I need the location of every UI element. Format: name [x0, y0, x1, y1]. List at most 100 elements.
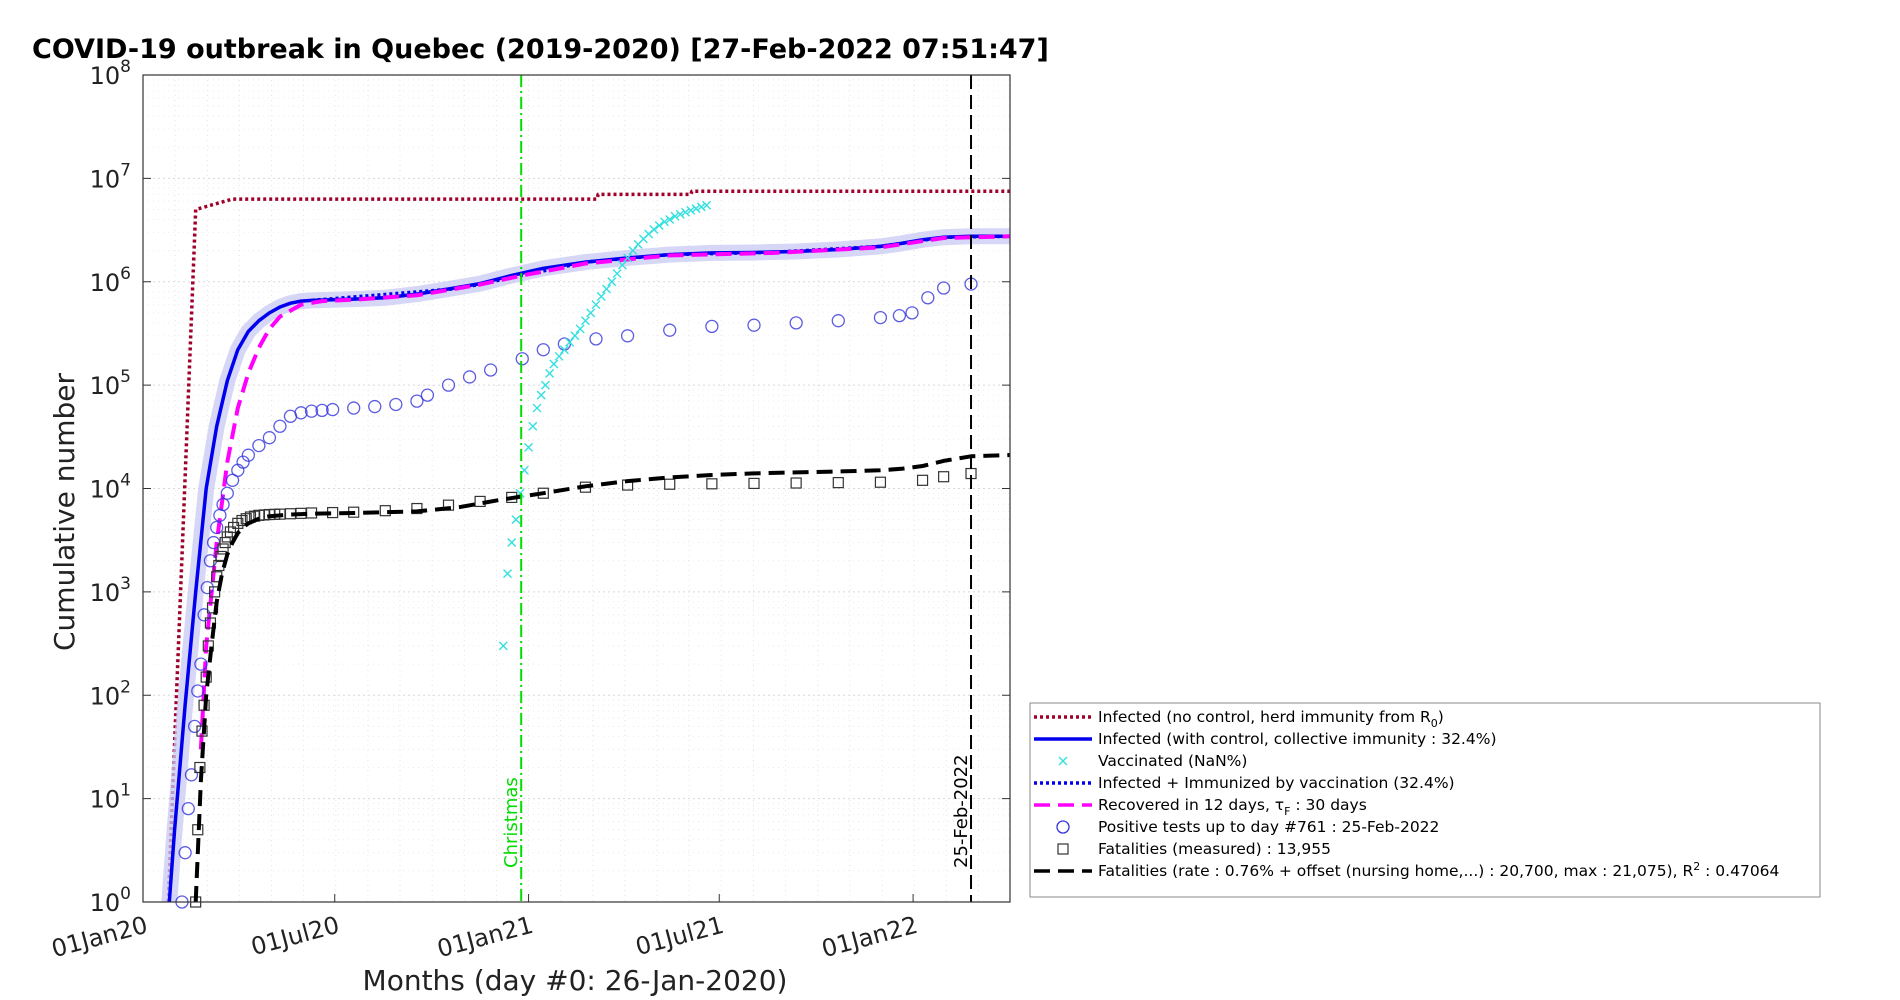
- marker-positive: [620, 329, 635, 343]
- marker-vaccinated: [532, 403, 542, 413]
- marker-vaccinated: [665, 215, 675, 225]
- plot-area: [143, 75, 1010, 902]
- marker-vaccinated: [675, 209, 685, 219]
- series-no_control: [166, 189, 1010, 903]
- marker-positive: [410, 394, 424, 408]
- marker-vaccinated: [607, 277, 617, 287]
- marker-positive: [315, 403, 329, 418]
- marker-positive: [831, 314, 845, 328]
- marker-vaccinated: [507, 538, 517, 548]
- marker-positive: [210, 520, 224, 535]
- marker-fatal_measured: [219, 536, 231, 549]
- marker-vaccinated: [511, 515, 521, 525]
- marker-vaccinated: [540, 380, 550, 390]
- marker-positive: [347, 401, 361, 415]
- annotation-label-0: Christmas: [501, 777, 522, 868]
- marker-positive: [905, 306, 919, 320]
- marker-positive: [216, 497, 230, 512]
- y-tick-label: 103: [90, 574, 131, 607]
- marker-vaccinated: [586, 308, 596, 318]
- marker-positive: [441, 378, 456, 392]
- legend-swatch-positive: [1056, 820, 1070, 834]
- legend-label-no_control: Infected (no control, herd immunity from…: [1098, 708, 1444, 730]
- marker-positive: [873, 310, 888, 325]
- marker-vaccinated: [702, 200, 712, 210]
- marker-fatal_measured: [236, 514, 248, 527]
- marker-vaccinated: [549, 359, 559, 369]
- marker-vaccinated: [536, 390, 546, 400]
- annotation-layer: Christmas 25-Feb-2022: [501, 75, 973, 902]
- marker-vaccinated: [570, 331, 580, 341]
- marker-vaccinated: [591, 300, 601, 310]
- series-fatal_model: [193, 453, 1011, 903]
- marker-positive: [483, 363, 498, 377]
- y-axis-label: Cumulative number: [48, 373, 81, 651]
- marker-vaccinated: [602, 284, 612, 294]
- marker-positive: [663, 323, 677, 337]
- marker-positive: [241, 448, 255, 462]
- marker-positive: [200, 580, 214, 595]
- marker-fatal_measured: [196, 725, 208, 737]
- marker-positive: [181, 801, 195, 816]
- marker-positive: [236, 455, 250, 469]
- marker-vaccinated: [691, 204, 701, 214]
- marker-vaccinated: [580, 316, 590, 326]
- marker-fatal_measured: [706, 478, 718, 490]
- legend-label-vaccinated: Vaccinated (NaN%): [1098, 752, 1247, 770]
- marker-fatal_measured: [832, 477, 844, 489]
- series-fatal_measured: [190, 467, 977, 908]
- marker-positive: [705, 319, 719, 334]
- marker-vaccinated: [524, 442, 534, 452]
- marker-vaccinated: [659, 217, 669, 227]
- marker-fatal_measured: [748, 477, 760, 490]
- marker-fatal_measured: [411, 502, 423, 515]
- marker-positive: [220, 486, 234, 500]
- marker-positive: [462, 370, 477, 384]
- marker-positive: [184, 768, 199, 782]
- marker-vaccinated: [686, 205, 696, 215]
- y-tick-label: 102: [90, 677, 131, 710]
- marker-vaccinated: [623, 253, 633, 263]
- marker-positive: [194, 657, 208, 671]
- marker-positive: [389, 397, 403, 412]
- legend-label-immunized: Infected + Immunized by vaccination (32.…: [1098, 774, 1455, 792]
- marker-positive: [178, 846, 192, 860]
- marker-positive: [294, 406, 308, 420]
- marker-positive: [304, 404, 319, 418]
- plot-background: [143, 75, 1010, 902]
- marker-vaccinated: [670, 211, 680, 221]
- marker-fatal_measured: [664, 478, 676, 490]
- legend: Infected (no control, herd immunity from…: [1029, 702, 1821, 898]
- series-recovered: [198, 234, 1011, 750]
- x-axis-label: Months (day #0: 26-Jan-2020): [363, 964, 788, 997]
- x-tick-label: 01Jan21: [434, 911, 536, 963]
- x-tick-label: 01Jul21: [633, 911, 727, 961]
- marker-fatal_measured: [209, 586, 221, 598]
- y-tick-label: 105: [90, 367, 131, 400]
- marker-positive: [368, 399, 382, 414]
- legend-label-with_control: Infected (with control, collective immun…: [1098, 730, 1497, 748]
- y-tick-label: 108: [90, 57, 131, 90]
- y-tick-label: 101: [90, 781, 131, 814]
- marker-positive: [892, 308, 907, 323]
- marker-vaccinated: [628, 246, 638, 256]
- marker-positive: [197, 608, 211, 622]
- series-layer: [161, 189, 1011, 909]
- x-tick-label: 01Jan20: [49, 911, 151, 963]
- marker-positive: [191, 684, 205, 698]
- annotation-label-1: 25-Feb-2022: [951, 754, 972, 868]
- marker-fatal_measured: [916, 474, 929, 486]
- marker-vaccinated: [575, 324, 585, 334]
- y-tick-label: 106: [90, 264, 131, 297]
- marker-vaccinated: [559, 345, 569, 355]
- marker-vaccinated: [545, 368, 555, 378]
- marker-positive: [589, 332, 603, 346]
- x-tick-label: 01Jan22: [819, 911, 921, 963]
- legend-swatch-fatal_measured: [1057, 843, 1069, 855]
- marker-vaccinated: [554, 351, 564, 361]
- marker-vaccinated: [528, 421, 538, 431]
- y-tick-label: 104: [90, 471, 131, 504]
- marker-fatal_measured: [938, 471, 950, 483]
- marker-positive: [921, 291, 935, 305]
